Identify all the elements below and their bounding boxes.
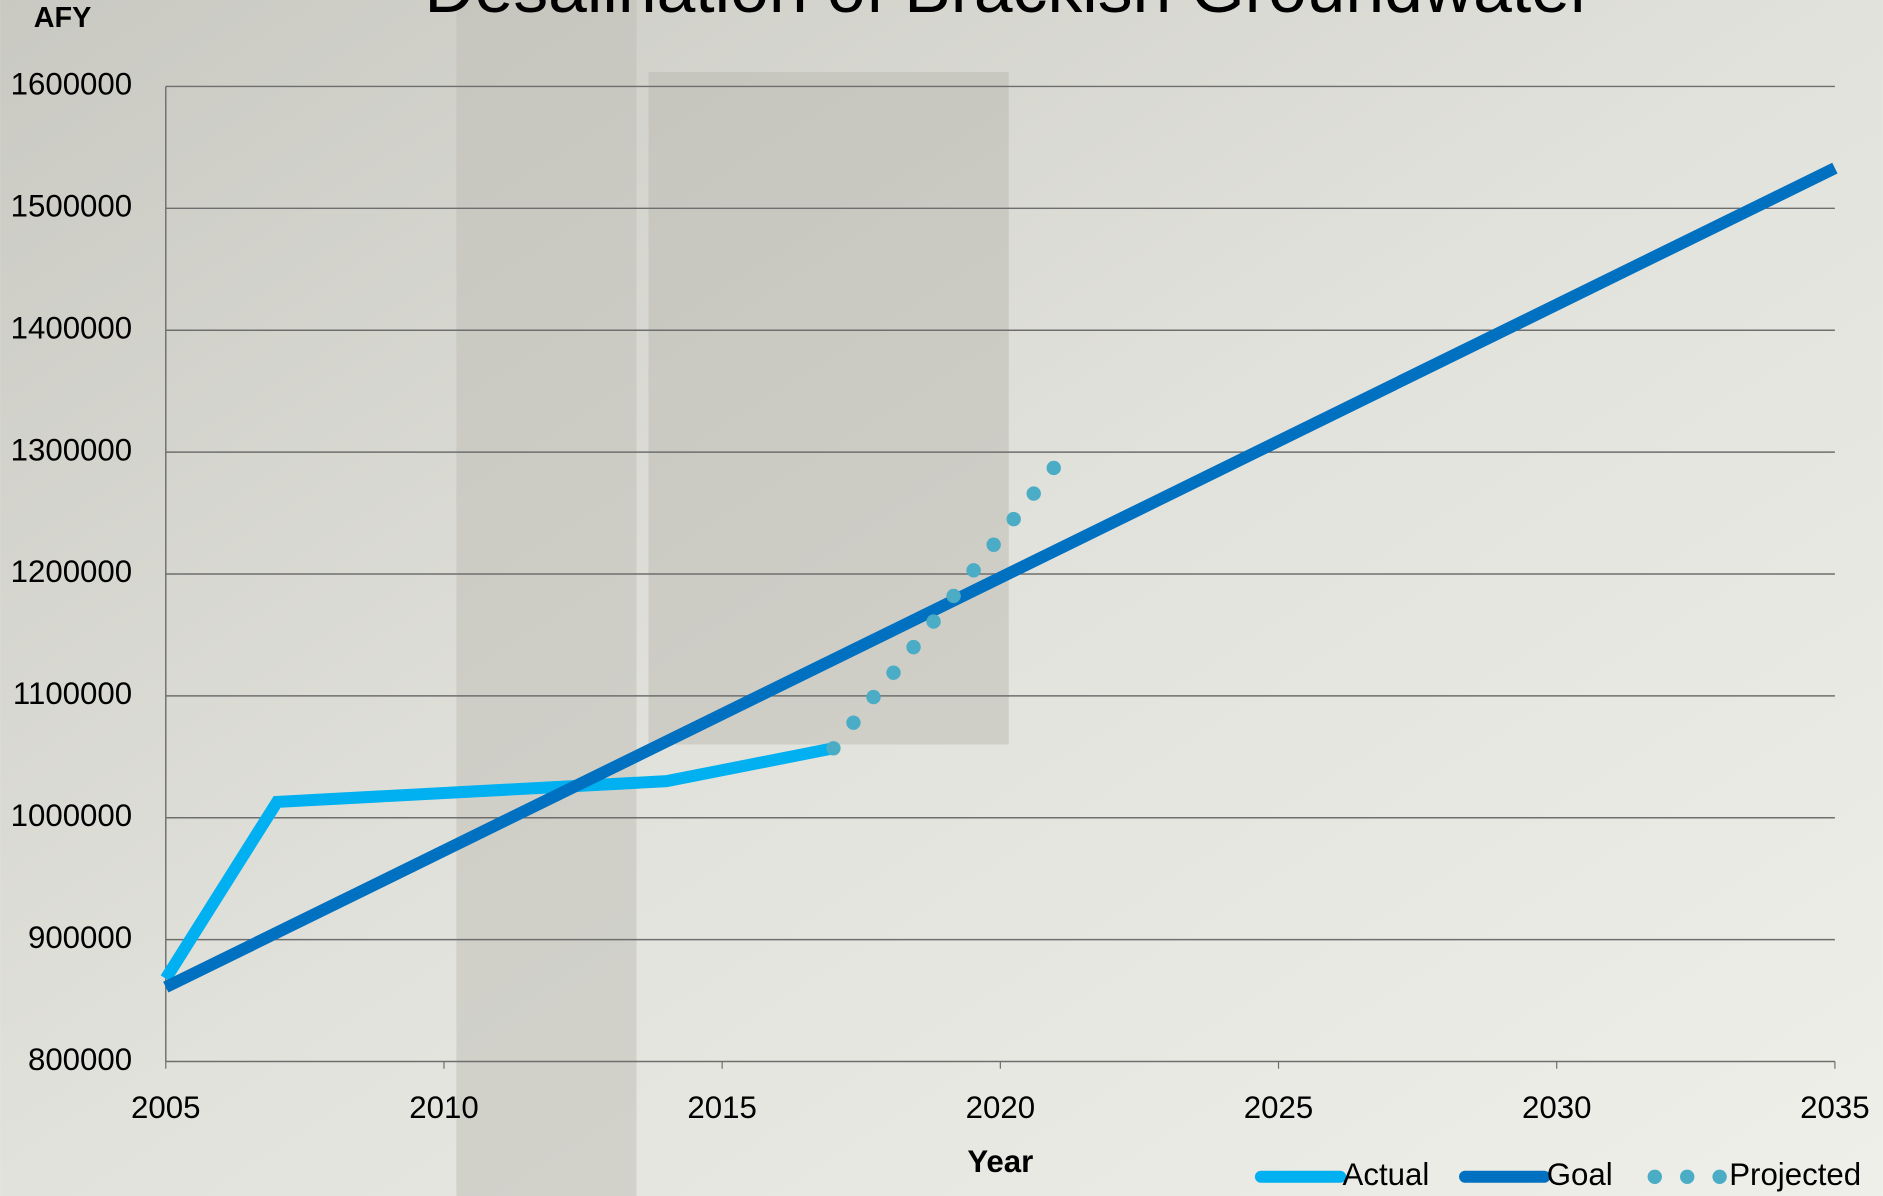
x-tick-label: 2010 [409, 1090, 478, 1125]
legend-swatch [1712, 1169, 1727, 1184]
x-tick-label: 2020 [966, 1090, 1035, 1125]
chart-title: Desalination of Brackish Groundwater [424, 0, 1593, 27]
y-tick-label: 1200000 [11, 554, 133, 589]
legend-label: Projected [1729, 1157, 1861, 1192]
x-axis-label: Year [967, 1144, 1033, 1179]
y-tick-label: 1000000 [11, 798, 133, 833]
background-decor [456, 0, 637, 1196]
x-tick-label: 2035 [1800, 1090, 1869, 1125]
legend-swatch [1679, 1169, 1695, 1184]
x-tick-label: 2015 [687, 1090, 756, 1125]
projected-point [1006, 511, 1021, 527]
series-line [163, 162, 1838, 993]
projected-point [986, 537, 1001, 552]
projected-point [1026, 486, 1041, 501]
plot-area: 800000 900000 1000000 1100000 1200000 1300000… [11, 67, 1870, 1125]
projected-point [906, 639, 921, 655]
legend-swatch [1647, 1169, 1662, 1184]
legend-label: Actual [1343, 1157, 1430, 1192]
legend-label: Goal [1547, 1157, 1613, 1192]
projected-point [866, 689, 881, 705]
x-tick-label: 2025 [1244, 1090, 1313, 1125]
x-tick-label: 2005 [131, 1090, 200, 1125]
background-decor [648, 72, 1009, 745]
y-tick-label: 1400000 [11, 310, 133, 345]
y-tick-label: 900000 [28, 920, 132, 955]
projected-point [946, 588, 961, 604]
projected-point [966, 563, 981, 578]
y-axis-label: AFY [34, 2, 92, 34]
x-tick-label: 2030 [1522, 1090, 1591, 1125]
y-tick-label: 1300000 [11, 432, 133, 467]
y-tick-label: 1100000 [13, 676, 132, 711]
projected-point [846, 715, 861, 730]
series-line [160, 742, 835, 982]
projected-point [926, 614, 941, 629]
projected-point [1046, 460, 1061, 476]
y-tick-label: 800000 [28, 1042, 132, 1077]
projected-point [826, 741, 841, 756]
projected-point [886, 665, 901, 680]
y-tick-label: 1500000 [11, 189, 133, 224]
legend: Actual Goal Projected [1254, 1157, 1861, 1192]
y-tick-label: 1600000 [11, 67, 133, 102]
